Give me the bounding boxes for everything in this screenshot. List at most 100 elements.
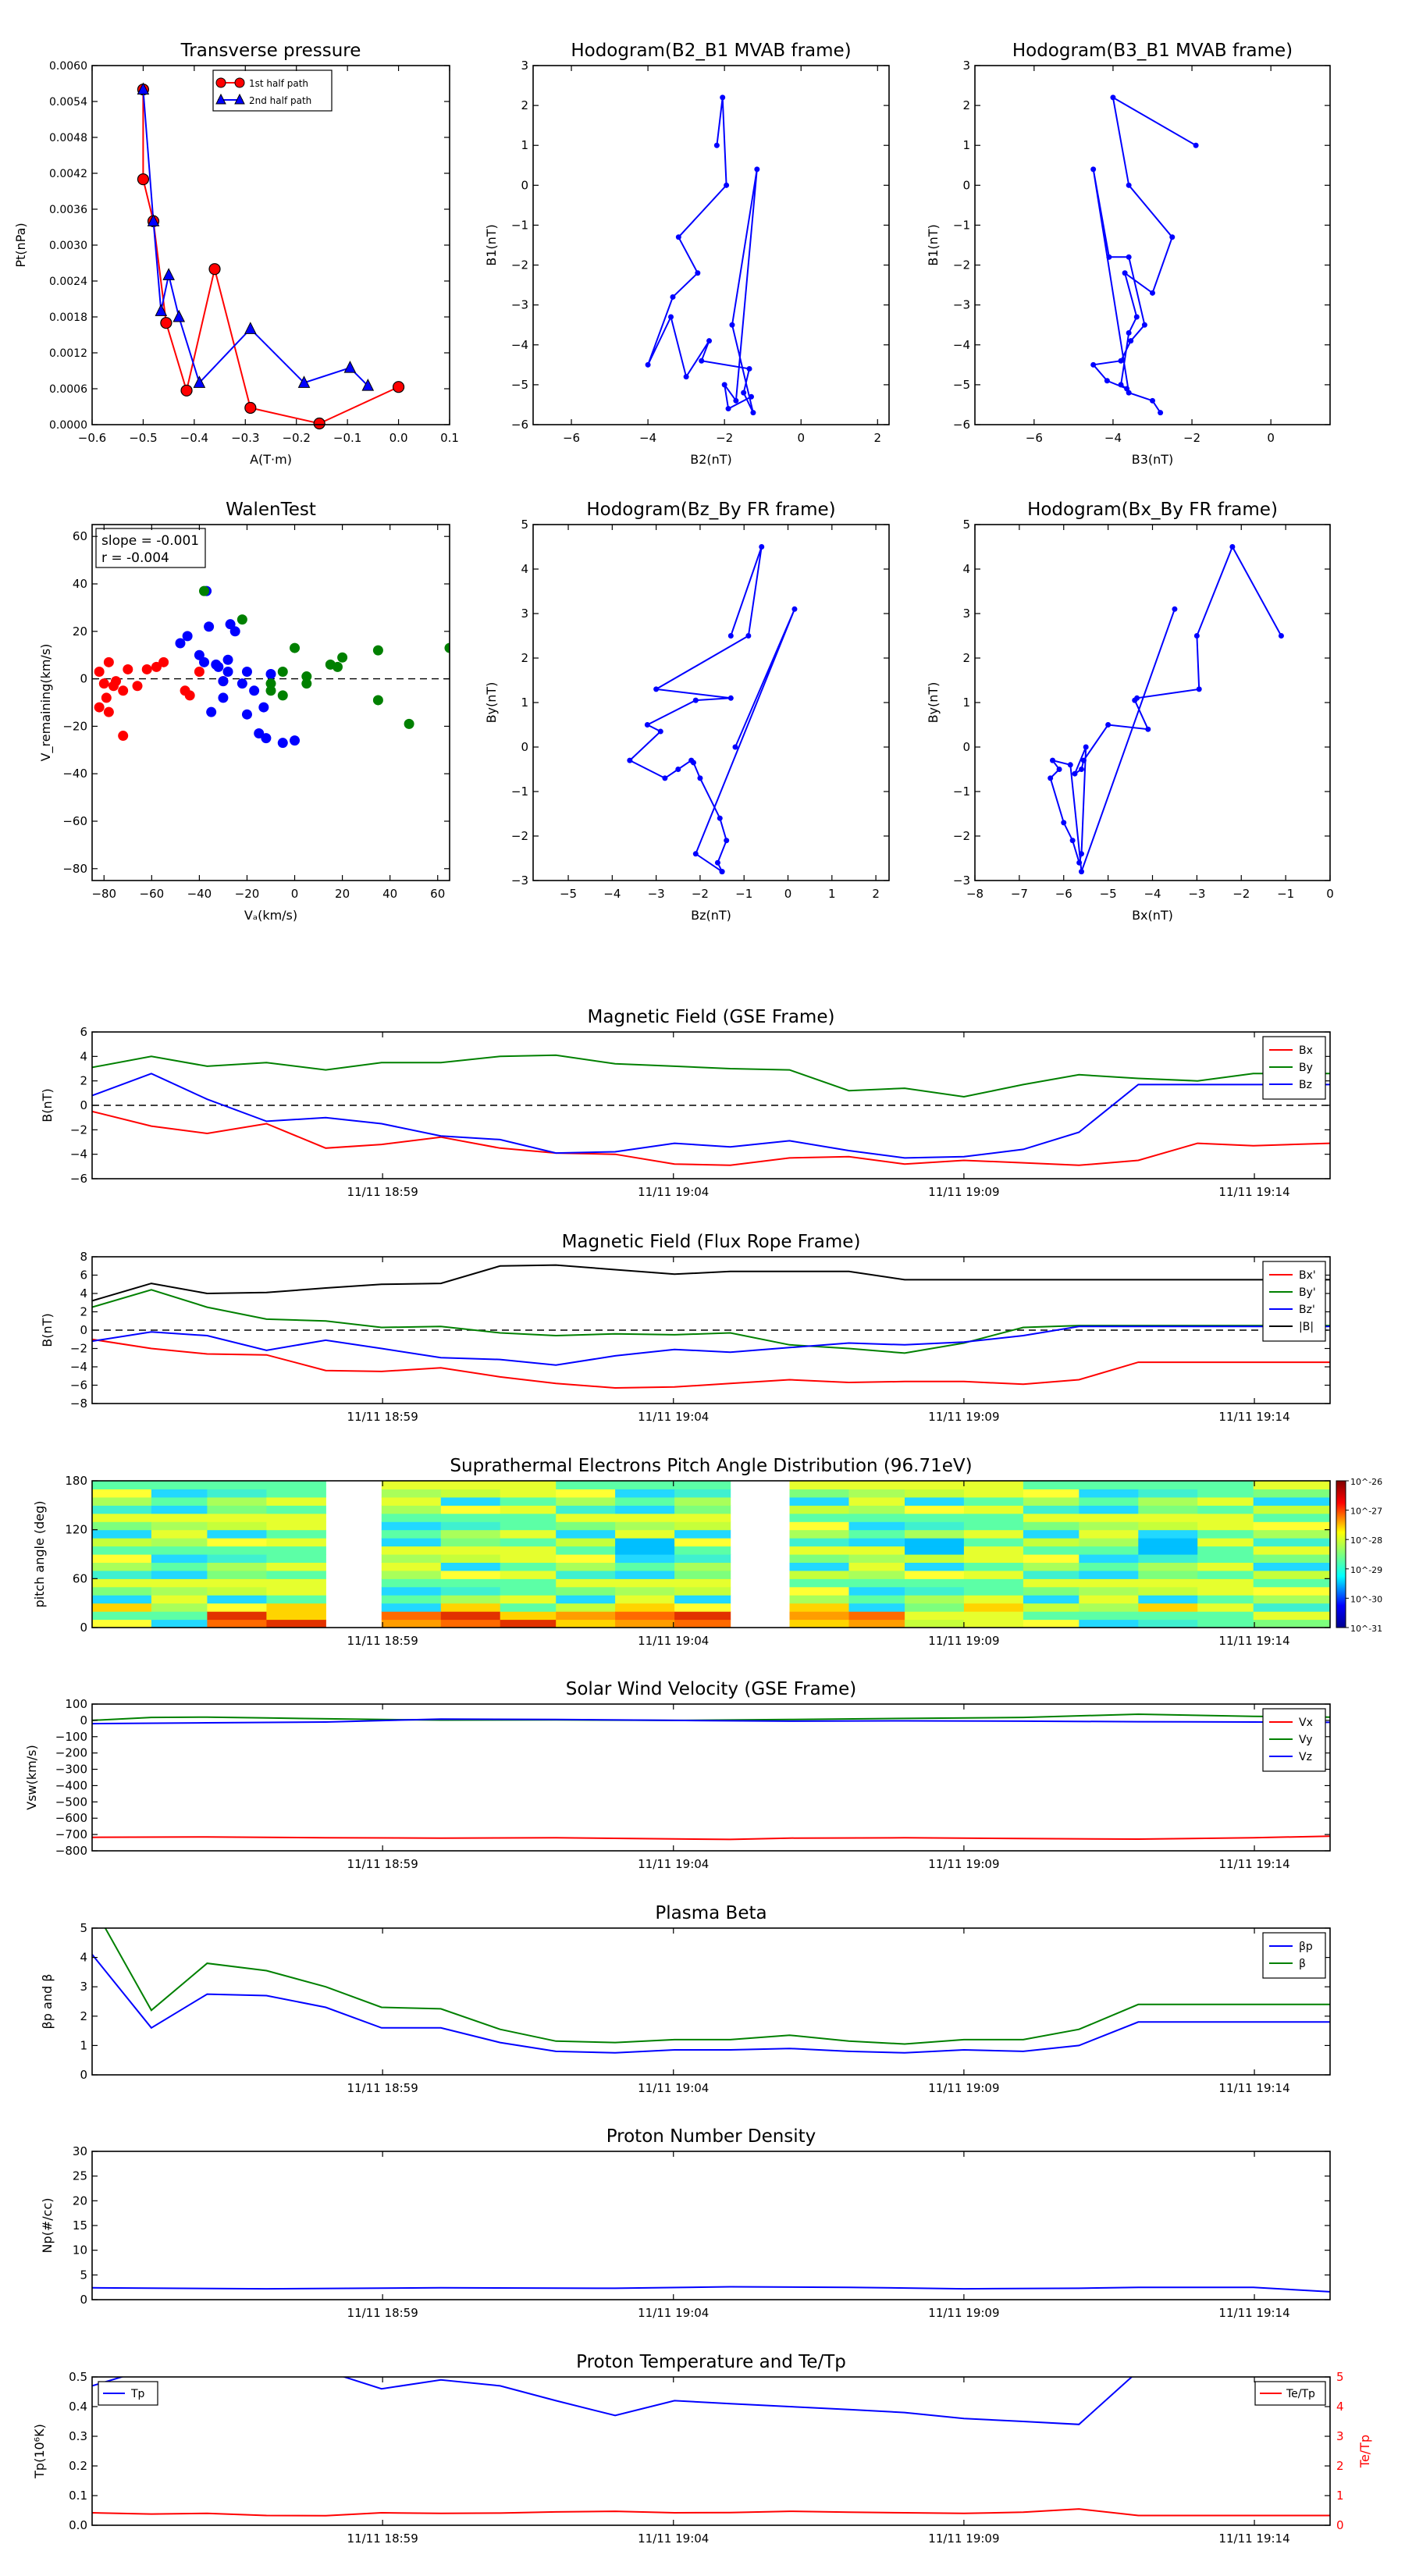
x-tick-label: 2 bbox=[874, 431, 882, 445]
x-tick-label: −0.1 bbox=[333, 431, 361, 445]
heatmap-cell bbox=[1023, 1538, 1080, 1547]
y-tick-label: 0 bbox=[80, 2293, 87, 2307]
y-tick-label: 0.0042 bbox=[49, 168, 87, 180]
heatmap-cell bbox=[789, 1521, 849, 1531]
y-tick-label: 3 bbox=[962, 607, 970, 621]
walen-point bbox=[254, 728, 265, 739]
data-point-second-half bbox=[155, 304, 168, 316]
walen-point bbox=[123, 664, 133, 674]
heatmap-cell bbox=[556, 1513, 616, 1522]
heatmap-cell bbox=[266, 1578, 326, 1588]
y-tick-label: 3 bbox=[521, 607, 528, 621]
y-right-tick-label: 0 bbox=[1336, 2518, 1344, 2532]
heatmap-cell bbox=[266, 1546, 326, 1555]
x-tick-label: 11/11 18:59 bbox=[347, 2081, 418, 2095]
heatmap-cell bbox=[92, 1546, 152, 1555]
heatmap-cell bbox=[1138, 1586, 1198, 1596]
x-tick-label: 11/11 19:14 bbox=[1218, 2081, 1289, 2095]
heatmap-cell bbox=[556, 1521, 616, 1531]
heatmap-cell bbox=[1138, 1521, 1198, 1531]
heatmap-cell bbox=[1197, 1496, 1254, 1506]
heatmap-cells bbox=[92, 1481, 1330, 1628]
x-axis-label: Bz(nT) bbox=[691, 908, 731, 923]
x-tick-label: −7 bbox=[1011, 887, 1028, 901]
heatmap-cell bbox=[556, 1481, 616, 1489]
heatmap-cell bbox=[1023, 1496, 1080, 1506]
heatmap-cell bbox=[1079, 1489, 1139, 1498]
data-point-second-half bbox=[173, 309, 186, 322]
heatmap-cell bbox=[789, 1505, 849, 1514]
walen-point bbox=[158, 656, 169, 667]
heatmap-cell bbox=[963, 1570, 1024, 1579]
series-line-Vy bbox=[92, 1713, 1330, 1721]
heatmap-cell bbox=[963, 1513, 1024, 1522]
y-tick-label: −6 bbox=[511, 418, 528, 432]
heatmap-cell bbox=[266, 1489, 326, 1498]
x-tick-label: 0.0 bbox=[389, 431, 408, 445]
heatmap-cell bbox=[674, 1619, 731, 1628]
y-tick-label: 5 bbox=[80, 2268, 87, 2282]
heatmap-cell bbox=[1138, 1505, 1198, 1514]
heatmap-cell bbox=[1197, 1529, 1254, 1539]
hodogram-point bbox=[1118, 358, 1124, 364]
colorbar-tick-label: 10^-30 bbox=[1350, 1594, 1382, 1604]
hodogram-path bbox=[1049, 545, 1282, 872]
heatmap-cell bbox=[556, 1595, 616, 1604]
heatmap-cell bbox=[207, 1538, 267, 1547]
colorbar-tick-label: 10^-28 bbox=[1350, 1535, 1382, 1546]
heatmap-cell bbox=[151, 1481, 208, 1489]
legend-left: Tp bbox=[98, 2381, 158, 2406]
walen-point bbox=[301, 678, 312, 689]
y-tick-label: 0.3 bbox=[69, 2429, 87, 2443]
hodogram-point bbox=[657, 728, 663, 735]
legend-label: By' bbox=[1299, 1286, 1316, 1299]
heatmap-cell bbox=[1197, 1603, 1254, 1612]
hodogram-point bbox=[746, 365, 752, 372]
y-tick-label: 0.0000 bbox=[49, 419, 87, 432]
heatmap-cell bbox=[615, 1546, 675, 1555]
heatmap-cell bbox=[789, 1570, 849, 1579]
hodogram-point bbox=[1141, 322, 1147, 328]
walen-point bbox=[194, 666, 205, 677]
hodogram-point bbox=[1126, 182, 1132, 188]
heatmap-cell bbox=[1023, 1481, 1080, 1489]
hodogram-point bbox=[721, 382, 727, 388]
heatmap-cell bbox=[207, 1570, 267, 1579]
heatmap-cell bbox=[615, 1496, 675, 1506]
x-tick-label: −1 bbox=[735, 887, 752, 901]
y-tick-label: 100 bbox=[65, 1697, 87, 1711]
heatmap-cell bbox=[615, 1603, 675, 1612]
heatmap-cell bbox=[963, 1586, 1024, 1596]
heatmap-cell bbox=[789, 1538, 849, 1547]
y-tick-label: −100 bbox=[55, 1730, 87, 1744]
legend-label: Tp bbox=[130, 2388, 145, 2400]
y-tick-label: 0 bbox=[80, 1323, 87, 1337]
y-tick-label: −2 bbox=[70, 1342, 87, 1356]
walen-point bbox=[290, 642, 301, 653]
heatmap-cell bbox=[789, 1489, 849, 1498]
y-axis-label: pitch angle (deg) bbox=[32, 1500, 47, 1607]
heatmap-cell bbox=[1253, 1595, 1330, 1604]
y-tick-label: 0.5 bbox=[69, 2370, 87, 2384]
walen-point bbox=[277, 666, 288, 677]
heatmap-cell bbox=[440, 1578, 501, 1588]
heatmap-cell bbox=[905, 1489, 965, 1498]
data-point-second-half bbox=[244, 322, 257, 334]
walen-point bbox=[101, 692, 112, 703]
chart-h2: Hodogram(B3_B1 MVAB frame) −6 −4 −2 0 −6 −5 −4 −… bbox=[926, 41, 1331, 467]
y-tick-label: 0.2 bbox=[69, 2459, 87, 2473]
y-tick-label: −40 bbox=[62, 767, 87, 781]
hodogram-point bbox=[644, 722, 650, 728]
heatmap-cell bbox=[848, 1570, 905, 1579]
x-tick-label: −6 bbox=[563, 431, 580, 445]
hodogram-point bbox=[1076, 859, 1083, 866]
axes-frame bbox=[91, 2151, 1331, 2300]
heatmap-cell bbox=[1079, 1481, 1139, 1489]
legend-marker bbox=[234, 77, 245, 88]
heatmap-cell bbox=[440, 1546, 501, 1555]
y-tick-label: 0.0012 bbox=[49, 347, 87, 360]
chart-title: Hodogram(B2_B1 MVAB frame) bbox=[571, 41, 851, 61]
hodogram-point bbox=[1193, 142, 1199, 148]
y-tick-label: −2 bbox=[511, 829, 528, 843]
heatmap-cell bbox=[1197, 1554, 1254, 1563]
